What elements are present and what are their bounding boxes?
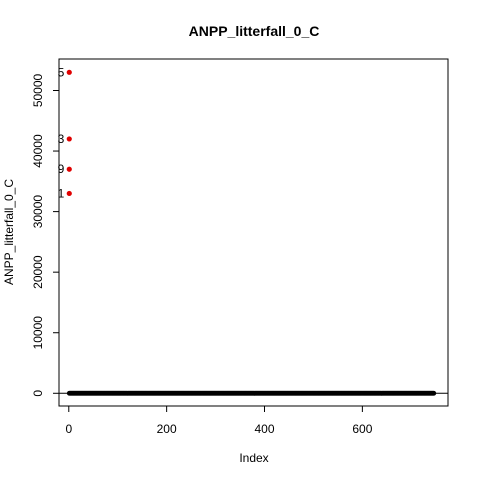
point-label: 3 [58,132,65,146]
x-tick-label: 400 [254,422,274,436]
x-tick-label: 600 [352,422,372,436]
chart-title: ANPP_litterfall_0_C [189,23,320,39]
y-tick-label: 30000 [31,195,45,229]
highlighted-series: 5 3 9 1 [58,65,72,200]
highlighted-point [66,69,72,75]
x-axis-label: Index [239,451,268,465]
highlighted-point [66,136,72,142]
y-axis: 0 10000 20000 30000 40000 50000 [31,73,60,397]
highlighted-point [66,166,72,172]
point-label: 9 [58,162,65,176]
y-tick-label: 10000 [31,316,45,350]
point-label: 1 [58,186,65,200]
x-axis: 0 200 400 600 [65,405,373,436]
x-tick-label: 200 [157,422,177,436]
y-axis-label: ANPP_litterfall_0_C [2,179,16,285]
highlighted-point [66,190,72,197]
point-label: 5 [58,65,65,79]
y-tick-label: 0 [31,390,45,397]
y-tick-label: 50000 [31,73,45,107]
y-tick-label: 40000 [31,134,45,168]
x-tick-label: 0 [65,422,72,436]
y-tick-label: 20000 [31,255,45,289]
plot-area-border [58,58,449,407]
